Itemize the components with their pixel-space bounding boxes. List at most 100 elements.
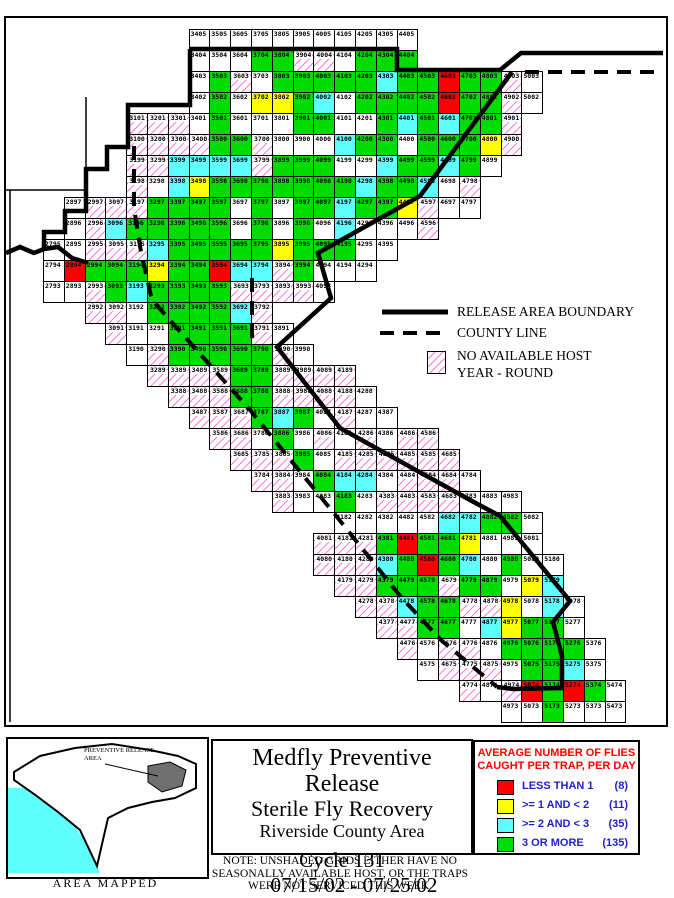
grid-cell-3693: 3693 xyxy=(230,281,252,303)
legend-item-less-than-1: LESS THAN 1 (8) xyxy=(497,779,630,796)
grid-cell-4096: 4096 xyxy=(313,218,336,240)
grid-cell-4081: 4081 xyxy=(313,533,336,555)
note-line-1: NOTE: UNSHADED GRIDS EITHER HAVE NO xyxy=(223,855,457,867)
grid-cell-4681: 4681 xyxy=(438,533,460,555)
grid-cell-3993: 3993 xyxy=(292,281,315,303)
grid-cell-3505: 3505 xyxy=(209,29,232,51)
grid-cell-4503: 4503 xyxy=(417,71,440,93)
grid-cell-4676: 4676 xyxy=(438,638,460,660)
legend-item-count: (11) xyxy=(609,799,628,811)
grid-cell-4697: 4697 xyxy=(438,197,460,219)
grid-cell-3604: 3604 xyxy=(230,50,252,72)
grid-cell-5178: 5178 xyxy=(542,596,564,618)
grid-cell-4003: 4003 xyxy=(313,71,336,93)
grid-cell-5176: 5176 xyxy=(542,638,564,660)
grid-cell-3605: 3605 xyxy=(230,29,252,51)
grid-cell-3402: 3402 xyxy=(188,92,211,114)
grid-cell-4782: 4782 xyxy=(459,512,481,534)
yellow-swatch xyxy=(497,799,514,814)
note-line-2: SEASONALLY AVAILABLE HOST, OR THE TRAPS xyxy=(211,867,469,880)
grid-cell-3985: 3985 xyxy=(292,449,315,471)
grid-cell-3988: 3988 xyxy=(292,386,315,408)
grid-cell-4974: 4974 xyxy=(500,680,523,702)
grid-cell-3501: 3501 xyxy=(209,113,232,135)
grid-cell-4298: 4298 xyxy=(355,176,377,198)
grid-cell-4381: 4381 xyxy=(375,533,398,555)
grid-cell-4088: 4088 xyxy=(313,386,336,408)
title-line-1: Medfly Preventive Release xyxy=(252,745,432,797)
grid-cell-5275: 5275 xyxy=(563,659,585,681)
grid-cell-3805: 3805 xyxy=(271,29,294,51)
grid-cell-4295: 4295 xyxy=(355,239,377,261)
grid-cell-4087: 4087 xyxy=(313,407,336,429)
grid-cell-4484: 4484 xyxy=(396,470,419,492)
grid-cell-4901: 4901 xyxy=(500,113,523,135)
grid-cell-4089: 4089 xyxy=(313,365,336,387)
grid-cell-3293: 3293 xyxy=(147,281,169,303)
grid-cell-4480: 4480 xyxy=(396,554,419,576)
grid-cell-4578: 4578 xyxy=(417,596,440,618)
grid-cell-3401: 3401 xyxy=(188,113,211,135)
grid-cell-4105: 4105 xyxy=(334,29,356,51)
grid-cell-4301: 4301 xyxy=(375,113,398,135)
grid-cell-3489: 3489 xyxy=(188,365,211,387)
grid-cell-4386: 4386 xyxy=(375,428,398,450)
boundary-legend-label: RELEASE AREA BOUNDARY xyxy=(457,304,635,319)
grid-cell-4279: 4279 xyxy=(355,575,377,597)
grid-cell-4379: 4379 xyxy=(375,575,398,597)
grid-cell-3888: 3888 xyxy=(271,386,294,408)
grid-cell-4801: 4801 xyxy=(479,113,502,135)
grid-cell-4777: 4777 xyxy=(459,617,481,639)
grid-cell-3796: 3796 xyxy=(251,218,273,240)
grid-cell-3096: 3096 xyxy=(105,218,128,240)
title-panel: Medfly Preventive Release Sterile Fly Re… xyxy=(211,739,473,897)
grid-cell-4502: 4502 xyxy=(417,92,440,114)
grid-cell-4385: 4385 xyxy=(375,449,398,471)
grid-cell-5074: 5074 xyxy=(521,680,544,702)
grid-cell-3586: 3586 xyxy=(209,428,232,450)
grid-cell-2893: 2893 xyxy=(63,281,86,303)
grid-cell-4481: 4481 xyxy=(396,533,419,555)
grid-cell-3389: 3389 xyxy=(167,365,190,387)
grid-cell-4305: 4305 xyxy=(375,29,398,51)
grid-cell-4599: 4599 xyxy=(417,155,440,177)
grid-cell-3295: 3295 xyxy=(147,239,169,261)
grid-cell-4005: 4005 xyxy=(313,29,336,51)
callout-label-2: AREA xyxy=(84,755,102,762)
legend-item-1-to-2: >= 1 AND < 2 (11) xyxy=(497,798,630,815)
grid-cell-3996: 3996 xyxy=(292,218,315,240)
grid-cell-4102: 4102 xyxy=(334,92,356,114)
grid-cell-3504: 3504 xyxy=(209,50,232,72)
grid-cell-3588: 3588 xyxy=(209,386,232,408)
grid-cell-3797: 3797 xyxy=(251,197,273,219)
grid-cell-3893: 3893 xyxy=(271,281,294,303)
grid-cell-3799: 3799 xyxy=(251,155,273,177)
grid-cell-4297: 4297 xyxy=(355,197,377,219)
grid-cell-2992: 2992 xyxy=(84,302,107,324)
grid-cell-2793: 2793 xyxy=(43,281,65,303)
grid-cell-4902: 4902 xyxy=(500,92,523,114)
grid-cell-3898: 3898 xyxy=(271,176,294,198)
grid-cell-3599: 3599 xyxy=(209,155,232,177)
grid-cell-3887: 3887 xyxy=(271,407,294,429)
grid-cell-4384: 4384 xyxy=(375,470,398,492)
legend-item-label: >= 1 AND < 2 xyxy=(522,799,590,811)
grid-cell-3987: 3987 xyxy=(292,407,315,429)
grid-cell-4781: 4781 xyxy=(459,533,481,555)
grid-cell-2997: 2997 xyxy=(84,197,107,219)
grid-cell-3884: 3884 xyxy=(271,470,294,492)
grid-cell-4300: 4300 xyxy=(375,134,398,156)
grid-cell-4877: 4877 xyxy=(479,617,502,639)
grid-cell-3889: 3889 xyxy=(271,365,294,387)
release-area-region xyxy=(147,761,187,793)
grid-cell-4802: 4802 xyxy=(479,92,502,114)
legend-item-count: (8) xyxy=(614,780,628,792)
grid-cell-4294: 4294 xyxy=(355,260,377,282)
grid-cell-5003: 5003 xyxy=(521,71,544,93)
grid-cell-3603: 3603 xyxy=(230,71,252,93)
grid-cell-3393: 3393 xyxy=(167,281,190,303)
legend-item-label: 3 OR MORE xyxy=(522,837,584,849)
grid-cell-4304: 4304 xyxy=(375,50,398,72)
grid-cell-3691: 3691 xyxy=(230,323,252,345)
grid-cell-4188: 4188 xyxy=(334,386,356,408)
